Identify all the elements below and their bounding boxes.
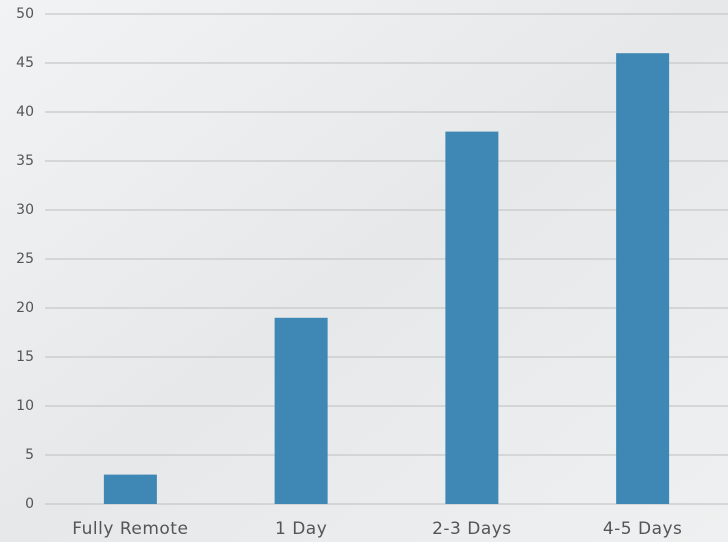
y-tick-label: 15 [16, 349, 34, 365]
x-tick-label: 4-5 Days [603, 519, 683, 539]
y-tick-label: 45 [16, 55, 34, 71]
x-tick-label: 1 Day [275, 519, 327, 539]
y-tick-label: 40 [16, 104, 34, 120]
y-tick-label: 10 [16, 398, 34, 414]
y-tick-label: 5 [25, 447, 34, 463]
y-tick-label: 50 [16, 6, 34, 22]
y-tick-label: 0 [25, 496, 34, 512]
bar [616, 53, 669, 504]
bar [104, 475, 157, 504]
y-tick-label: 30 [16, 202, 34, 218]
bar [445, 132, 498, 504]
y-tick-label: 25 [16, 251, 34, 267]
y-tick-label: 20 [16, 300, 34, 316]
y-tick-label: 35 [16, 153, 34, 169]
x-tick-label: 2-3 Days [432, 519, 512, 539]
chart: 0 5 10 15 20 25 30 35 40 45 50 Fully Remote 1 Day 2-3… [0, 0, 728, 542]
x-tick-label: Fully Remote [72, 519, 188, 539]
bar [275, 318, 328, 504]
